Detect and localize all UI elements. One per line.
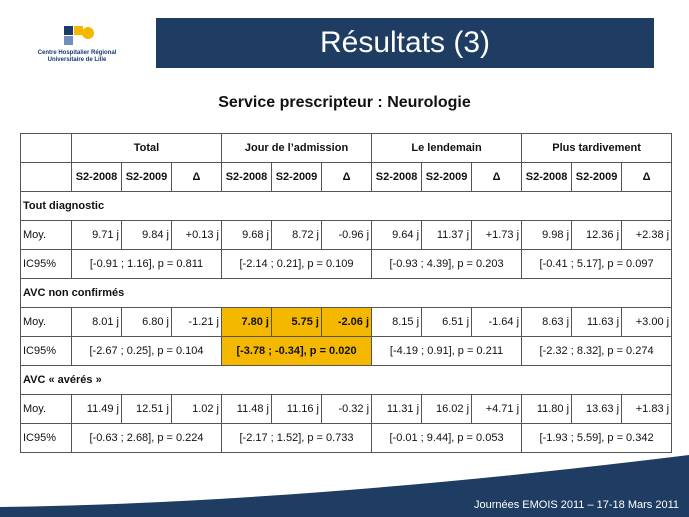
mean-cell: -0.32 j [320,394,373,424]
column-subheader: Δ [471,162,523,192]
mean-cell: 9.64 j [371,220,423,250]
mean-cell: 1.02 j [171,394,222,424]
row-label: Moy. [20,220,72,250]
column-subheader: S2-2009 [121,162,172,192]
chru-lille-logo: Centre Hospitalier Régional Universitair… [22,22,132,70]
column-subheader: S2-2009 [271,162,322,192]
mean-cell: 9.84 j [121,220,172,250]
mean-cell: 11.31 j [371,394,423,424]
mean-cell: -2.06 j [320,307,373,337]
mean-cell: +2.38 j [621,220,673,250]
column-subheader: S2-2008 [71,162,122,192]
table-row: IC95% [-0.91 ; 1.16], p = 0.811 [-2.14 ; 0… [20,249,673,279]
section-label: Tout diagnostic [19,191,673,221]
footer-text: Journées EMOIS 2011 – 17-18 Mars 2011 [473,499,679,511]
group-header: Plus tardivement [521,133,673,163]
column-subheader: Δ [171,162,222,192]
mean-cell: +1.73 j [471,220,523,250]
mean-cell: 5.75 j [271,307,322,337]
ci-cell: [-3.78 ; -0.34], p = 0.020 [220,336,373,366]
mean-cell: 8.72 j [271,220,322,250]
corner-cell [20,133,72,163]
ci-cell: [-0.63 ; 2.68], p = 0.224 [71,423,222,453]
hospital-logo-icon [64,26,94,45]
column-subheader: S2-2008 [521,162,573,192]
footer-wave [0,455,689,517]
group-header: Le lendemain [371,133,523,163]
mean-cell: 11.48 j [221,394,272,424]
mean-cell: 6.51 j [421,307,473,337]
column-subheader: S2-2008 [221,162,272,192]
ci-cell: [-0.01 ; 9.44], p = 0.053 [371,423,523,453]
mean-cell: 16.02 j [421,394,473,424]
mean-cell: 9.68 j [221,220,272,250]
ci-cell: [-1.93 ; 5.59], p = 0.342 [521,423,673,453]
ci-cell: [-2.32 ; 8.32], p = 0.274 [521,336,673,366]
mean-cell: +3.00 j [621,307,673,337]
ci-cell: [-0.93 ; 4.39], p = 0.203 [371,249,523,279]
slide-title: Résultats (3) [319,26,491,59]
mean-cell: +0.13 j [171,220,222,250]
row-label: IC95% [20,336,72,366]
mean-cell: 9.98 j [521,220,573,250]
column-subheader: S2-2009 [421,162,473,192]
section-row: AVC « avérés » [19,365,673,395]
ci-cell: [-2.17 ; 1.52], p = 0.733 [220,423,373,453]
ci-cell: [-2.14 ; 0.21], p = 0.109 [220,249,373,279]
mean-cell: -1.64 j [471,307,523,337]
logo-line2: Universitaire de Lille [47,57,107,63]
section-row: AVC non confirmés [19,278,673,308]
mean-cell: 12.51 j [121,394,172,424]
ci-cell: [-2.67 ; 0.25], p = 0.104 [71,336,222,366]
mean-cell: 6.80 j [121,307,172,337]
group-header: Jour de l’admission [220,133,373,163]
row-label: Moy. [20,394,72,424]
mean-cell: 8.63 j [521,307,573,337]
table-row: Moy. 9.71 j 9.84 j +0.13 j 9.68 j 8.72 j -0.96… [20,220,673,250]
table-header-row: Total Jour de l’admission Le lendemain Plus… [20,133,673,163]
table-subheader-row: S2-2008 S2-2009 Δ S2-2008 S2-2009 Δ S2-2008 S2-… [20,162,673,192]
section-label: AVC non confirmés [19,278,673,308]
ci-cell: [-4.19 ; 0.91], p = 0.211 [371,336,523,366]
row-label: IC95% [20,249,72,279]
mean-cell: 11.49 j [71,394,122,424]
logo-text: Centre Hospitalier Régional Universitair… [22,50,132,64]
title-bar: Résultats (3) [156,18,654,68]
mean-cell: -1.21 j [171,307,222,337]
mean-cell: 13.63 j [571,394,623,424]
mean-cell: 12.36 j [571,220,623,250]
mean-cell: 8.15 j [371,307,423,337]
mean-cell: +1.83 j [621,394,673,424]
column-subheader: Δ [320,162,373,192]
mean-cell: 9.71 j [71,220,122,250]
ci-cell: [-0.41 ; 5.17], p = 0.097 [521,249,673,279]
mean-cell: 7.80 j [221,307,272,337]
results-table: Total Jour de l’admission Le lendemain Plus… [19,133,673,453]
table-row: IC95% [-2.67 ; 0.25], p = 0.104 [-3.78 ; -… [20,336,673,366]
mean-cell: 8.01 j [71,307,122,337]
table-row: Moy. 11.49 j 12.51 j 1.02 j 11.48 j 11.16 j -0… [20,394,673,424]
column-subheader: S2-2009 [571,162,623,192]
mean-cell: 11.80 j [521,394,573,424]
row-label: Moy. [20,307,72,337]
table-row: IC95% [-0.63 ; 2.68], p = 0.224 [-2.17 ; 1… [20,423,673,453]
ci-cell: [-0.91 ; 1.16], p = 0.811 [71,249,222,279]
section-label: AVC « avérés » [19,365,673,395]
slide-subtitle: Service prescripteur : Neurologie [218,94,471,111]
mean-cell: 11.63 j [571,307,623,337]
mean-cell: 11.37 j [421,220,473,250]
mean-cell: 11.16 j [271,394,322,424]
column-subheader: Δ [621,162,673,192]
logo-line1: Centre Hospitalier Régional [37,50,117,56]
mean-cell: -0.96 j [320,220,373,250]
group-header: Total [71,133,222,163]
corner-cell [20,162,72,192]
row-label: IC95% [20,423,72,453]
mean-cell: +4.71 j [471,394,523,424]
table-row: Moy. 8.01 j 6.80 j -1.21 j 7.80 j 5.75 j -2.06… [20,307,673,337]
section-row: Tout diagnostic [19,191,673,221]
column-subheader: S2-2008 [371,162,423,192]
